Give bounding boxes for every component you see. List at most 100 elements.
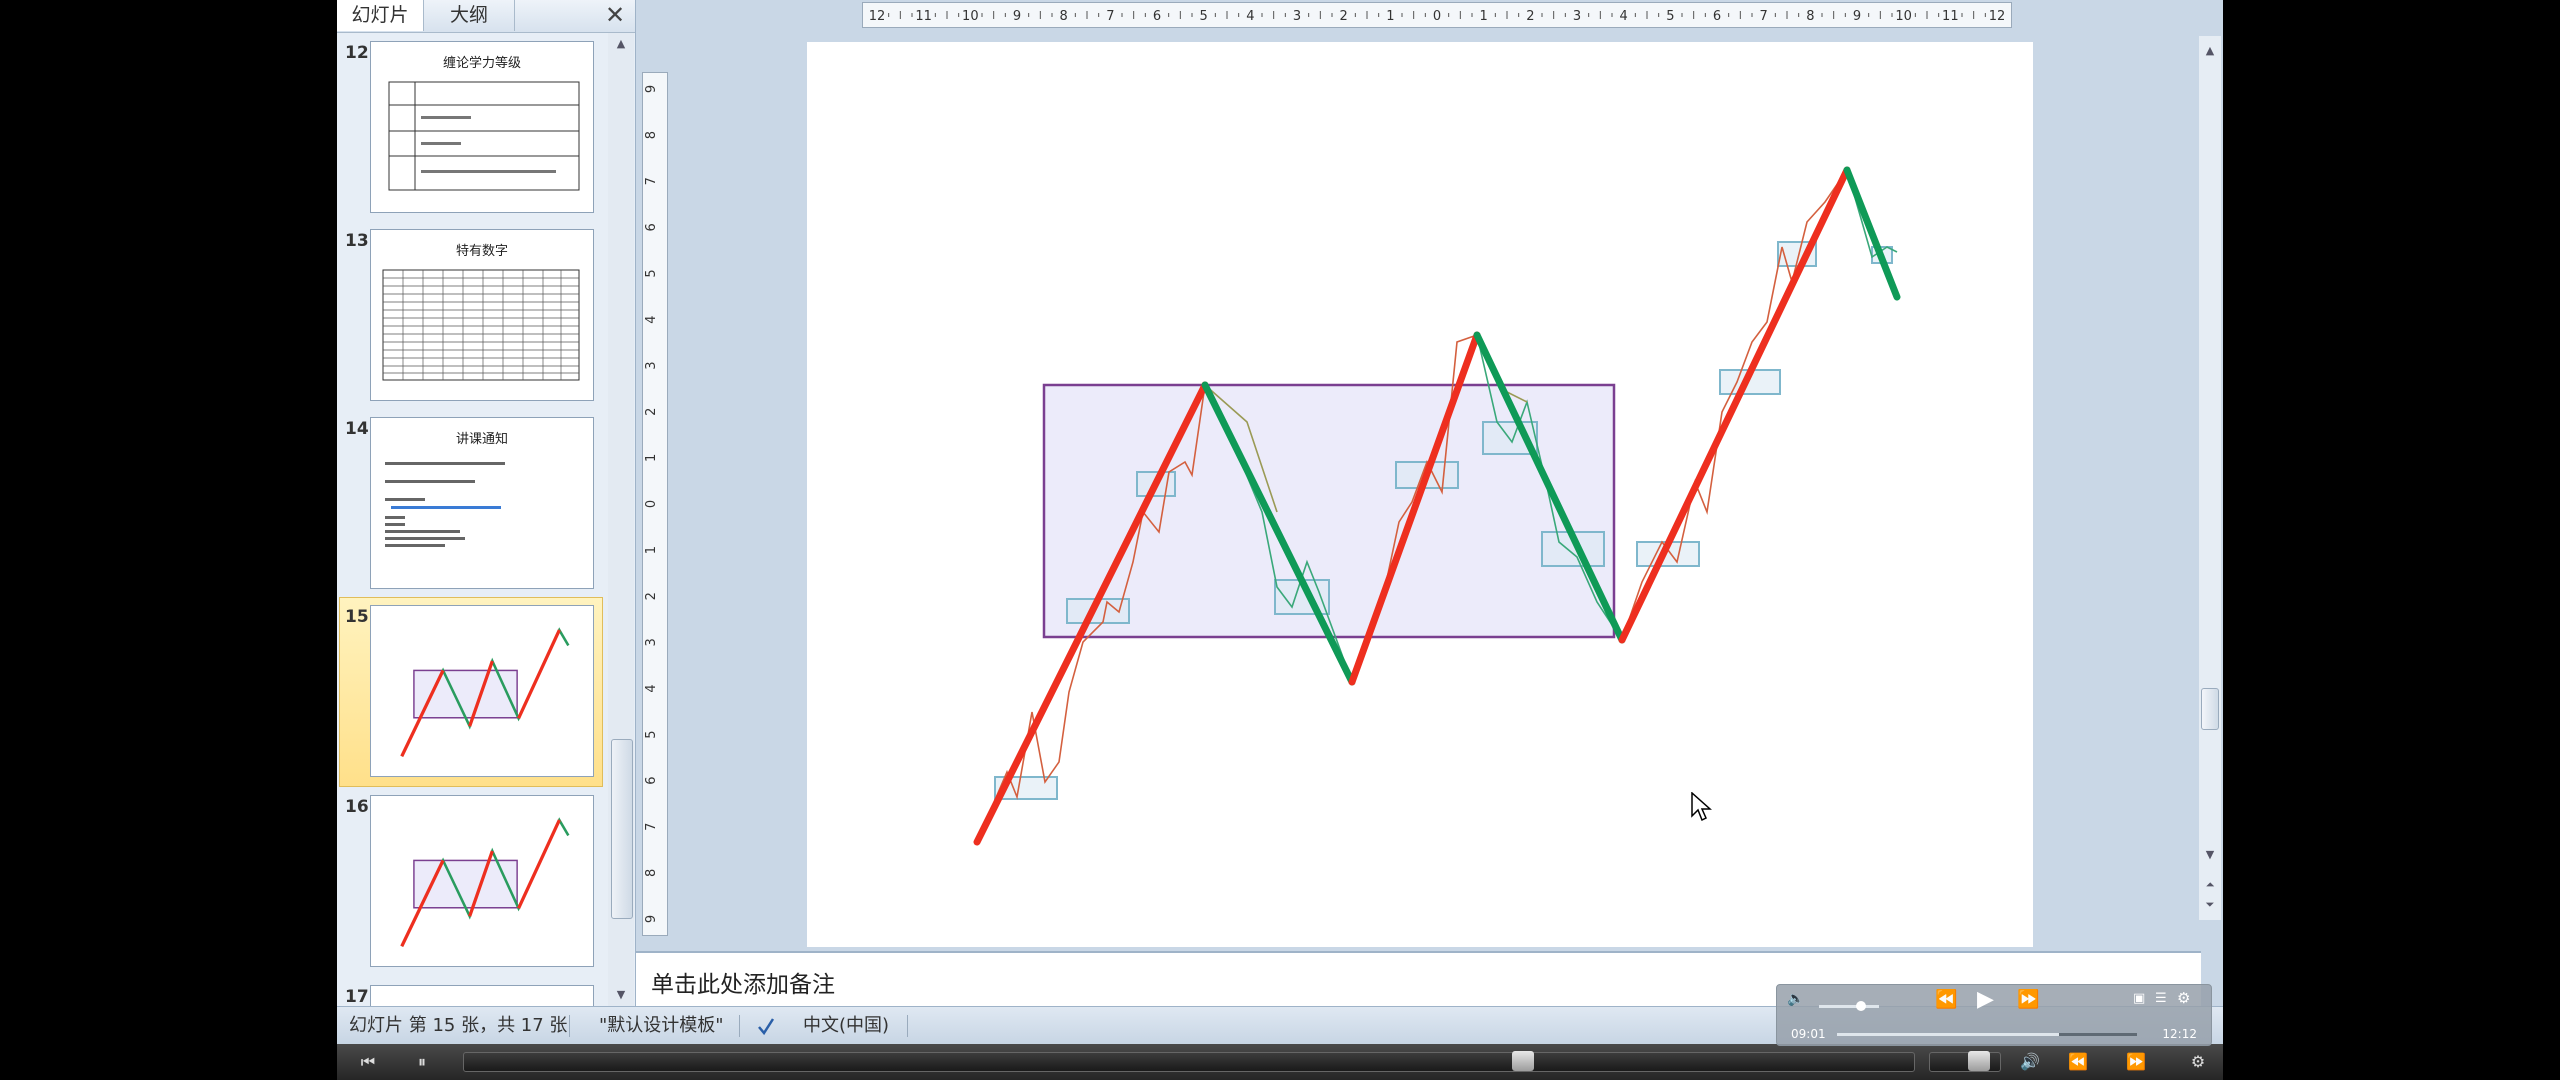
gear-icon[interactable]: ⚙ (2177, 989, 2191, 1007)
ruler-label: 9 (1853, 9, 1861, 24)
ruler-label: 3 (644, 638, 659, 646)
ruler-label: 0 (644, 500, 659, 508)
prev-icon[interactable]: ⏮ (360, 1052, 376, 1071)
ruler-label: 5 (644, 269, 659, 277)
slide-thumbnail-13[interactable]: 特有数字 (370, 229, 594, 401)
thumbnail-row[interactable]: 17 (337, 977, 607, 1006)
editor-scrollbar[interactable]: ▲ ▼ ⏶ ⏷ (2199, 36, 2221, 920)
slide-number: 14 (345, 419, 369, 439)
ruler-label: 10 (1895, 9, 1912, 24)
tab-outline[interactable]: 大纲 (424, 0, 515, 31)
volume-slider[interactable] (1929, 1051, 2001, 1072)
slide-info: 幻灯片 第 15 张，共 17 张 (349, 1015, 568, 1036)
thumbnail-row[interactable]: 12 缠论学力等级 (337, 33, 607, 221)
language[interactable]: 中文(中国) (803, 1015, 890, 1036)
ruler-label: 1 (644, 546, 659, 554)
pause-icon[interactable]: ⏸ (417, 1052, 426, 1071)
ruler-label: 11 (915, 9, 932, 24)
media-controller: 🔈 ⏪ ▶ ⏩ ▣ ☰ ⚙ 09:01 12:12 (1776, 984, 2212, 1046)
slide-thumbnail-15[interactable] (370, 605, 594, 777)
ruler-label: 2 (644, 408, 659, 416)
seek-bar[interactable] (463, 1051, 1915, 1072)
ruler-label: 3 (644, 362, 659, 370)
current-time: 09:01 (1791, 1027, 1826, 1041)
wave-chart (973, 166, 1901, 846)
slide-thumbnail-16[interactable] (370, 795, 594, 967)
scroll-up-icon[interactable]: ▲ (616, 37, 626, 50)
scroll-up-icon[interactable]: ▲ (2205, 44, 2215, 57)
ruler-label: 11 (1942, 9, 1959, 24)
thumbnail-scrollbar[interactable]: ▲ ▼ (608, 33, 634, 1006)
slide-number: 17 (345, 987, 369, 1006)
ruler-label: 6 (1153, 9, 1161, 24)
slide-thumbnail-12[interactable]: 缠论学力等级 (370, 41, 594, 213)
table-preview (388, 81, 580, 191)
mouse-cursor-icon (1691, 792, 1712, 822)
ruler-label: 0 (1433, 9, 1441, 24)
thumbnail-row[interactable]: 15 (337, 597, 607, 787)
thumbnail-row[interactable]: 14 讲课通知 (337, 409, 607, 597)
progress-track[interactable] (1837, 1033, 2137, 1036)
scroll-thumb[interactable] (611, 739, 633, 919)
ruler-label: 4 (644, 315, 659, 323)
ruler-ticks: 12 11 10 9 8 7 6 5 4 3 2 1 0 1 2 3 4 5 6 7 8 9 10 11 12 (869, 9, 2006, 24)
scroll-down-icon[interactable]: ▼ (616, 988, 626, 1001)
ruler-label: 4 (1620, 9, 1628, 24)
seek-handle[interactable] (1511, 1051, 1534, 1071)
divider (739, 1015, 740, 1037)
ruler-label: 10 (962, 9, 979, 24)
ruler-ticks: 9 8 7 6 5 4 3 2 1 0 1 2 3 4 5 6 7 8 9 (644, 85, 659, 923)
video-player-bar: ⏮ ⏸ 🔊 ⏪ ⏩ ⚙ (337, 1044, 2223, 1080)
volume-level[interactable] (1819, 1001, 1879, 1011)
next-slide-icon[interactable]: ⏷ (2205, 898, 2215, 911)
slide-thumbnail-17[interactable] (370, 985, 594, 1006)
thumbnail-row[interactable]: 13 特有数字 (337, 221, 607, 409)
previous-slide-icon[interactable]: ⏶ (2205, 878, 2215, 891)
text-preview (385, 462, 505, 547)
volume-handle[interactable] (1968, 1051, 1990, 1071)
thumbnail-row[interactable]: 16 (337, 787, 607, 975)
settings-icon[interactable]: ⚙ (2190, 1052, 2206, 1071)
theme-name[interactable]: "默认设计模板" (599, 1015, 724, 1036)
panel-tabs: 幻灯片 大纲 ✕ (337, 0, 635, 33)
slide-thumbnail-panel: 幻灯片 大纲 ✕ 12 缠论学力等级 (337, 0, 636, 1006)
slide-number: 13 (345, 231, 369, 251)
ruler-label: 5 (644, 730, 659, 738)
rewind-icon[interactable]: ⏪ (2068, 1052, 2088, 1071)
chart-preview (400, 817, 570, 948)
fast-forward-icon[interactable]: ⏩ (2126, 1052, 2146, 1071)
ruler-label: 4 (644, 684, 659, 692)
slide-number: 16 (345, 797, 369, 817)
thumbnail-title: 讲课通知 (455, 432, 508, 447)
rewind-icon[interactable]: ⏪ (1935, 989, 1958, 1010)
ruler-label: 8 (1806, 9, 1814, 24)
divider (569, 1015, 570, 1037)
slide-canvas[interactable] (807, 42, 2033, 947)
horizontal-ruler: 12 11 10 9 8 7 6 5 4 3 2 1 0 1 2 3 4 5 6 7 8 9 10 11 12 (862, 2, 2012, 28)
ruler-label: 3 (1573, 9, 1581, 24)
ruler-label: 6 (644, 223, 659, 231)
notes-placeholder[interactable]: 单击此处添加备注 (651, 972, 835, 998)
close-icon[interactable]: ✕ (604, 1, 626, 29)
spellcheck-icon[interactable] (755, 1007, 777, 1045)
ruler-label: 7 (1106, 9, 1114, 24)
fast-forward-icon[interactable]: ⏩ (2017, 989, 2040, 1010)
slide-thumbnail-14[interactable]: 讲课通知 (370, 417, 594, 589)
ruler-label: 5 (1200, 9, 1208, 24)
scroll-down-icon[interactable]: ▼ (2205, 848, 2215, 861)
volume-icon[interactable]: 🔈 (1787, 991, 1805, 1007)
ruler-label: 8 (644, 131, 659, 139)
sub-boxes (994, 241, 1893, 800)
thumbnail-list: 12 缠论学力等级 13 特有数字 (337, 33, 607, 1006)
volume-icon[interactable]: 🔊 (2020, 1052, 2040, 1071)
tab-slides[interactable]: 幻灯片 (337, 0, 424, 31)
ruler-label: 12 (1989, 9, 2006, 24)
pip-icon[interactable]: ▣ (2133, 991, 2146, 1006)
total-time: 12:12 (2162, 1027, 2197, 1041)
ruler-label: 2 (1526, 9, 1534, 24)
volume-knob[interactable] (1856, 1001, 1866, 1011)
scroll-thumb[interactable] (2201, 688, 2219, 730)
main-trend (973, 166, 1901, 846)
playlist-icon[interactable]: ☰ (2155, 991, 2167, 1006)
play-icon[interactable]: ▶ (1977, 987, 1994, 1012)
